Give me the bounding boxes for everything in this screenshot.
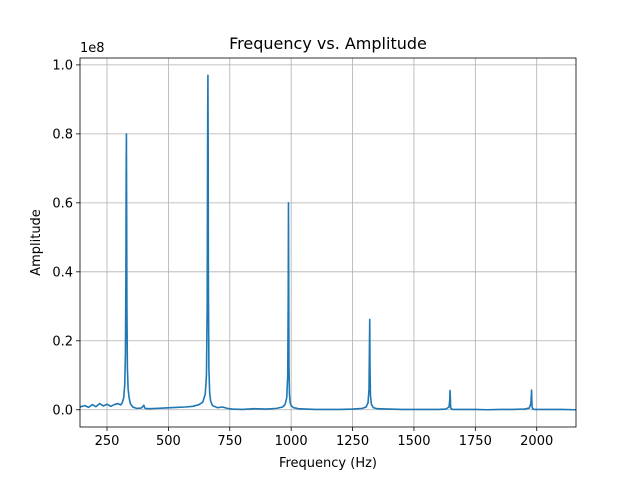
x-tick-label: 1750 xyxy=(459,434,492,449)
x-tick-label: 750 xyxy=(217,434,242,449)
y-tick-label: 1.0 xyxy=(52,58,73,73)
x-tick-label: 2000 xyxy=(520,434,553,449)
x-axis-label: Frequency (Hz) xyxy=(279,456,377,471)
y-tick-label: 0.2 xyxy=(52,334,73,349)
grid xyxy=(80,58,576,427)
y-axis-label: Amplitude xyxy=(29,209,44,276)
y-tick-label: 0.6 xyxy=(52,196,73,211)
series-line xyxy=(80,74,576,411)
y-scale-multiplier: 1e8 xyxy=(80,41,105,56)
x-tick-label: 1000 xyxy=(275,434,308,449)
chart-title: Frequency vs. Amplitude xyxy=(229,34,427,53)
x-axis-ticks: 250 500 750 1000 1250 1500 1750 2000 xyxy=(95,427,553,449)
x-tick-label: 500 xyxy=(156,434,181,449)
y-tick-label: 0.0 xyxy=(52,403,73,418)
x-tick-label: 250 xyxy=(95,434,120,449)
y-tick-label: 0.4 xyxy=(52,265,73,280)
series-layer xyxy=(80,74,576,411)
y-tick-label: 0.8 xyxy=(52,127,73,142)
y-axis-ticks: 0.0 0.2 0.4 0.6 0.8 1.0 xyxy=(52,58,80,418)
x-tick-label: 1250 xyxy=(336,434,369,449)
x-tick-label: 1500 xyxy=(397,434,430,449)
axes-frame xyxy=(79,57,577,428)
